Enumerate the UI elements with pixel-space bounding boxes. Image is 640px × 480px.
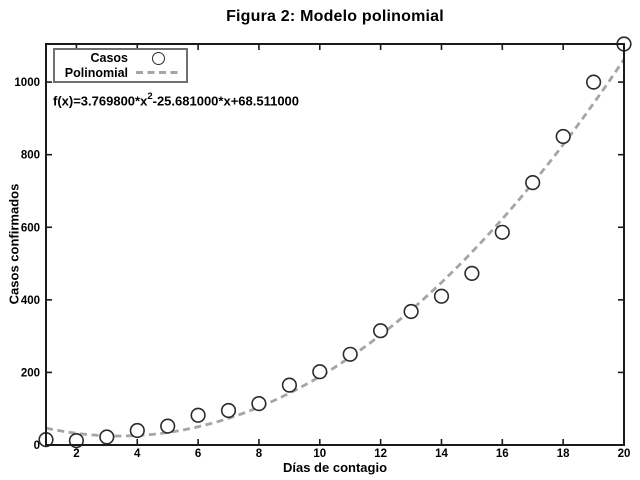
- legend: Casos Polinomial: [53, 48, 188, 83]
- data-point: [160, 418, 176, 434]
- y-tick-label: 600: [21, 222, 40, 234]
- data-point: [525, 175, 541, 191]
- x-tick-label: 10: [313, 448, 326, 460]
- data-point: [464, 265, 480, 282]
- fit-equation-exponent: 2: [147, 91, 153, 102]
- data-point: [190, 407, 206, 423]
- data-point: [433, 288, 450, 304]
- data-point: [555, 128, 571, 145]
- y-tick-label: 800: [21, 150, 40, 162]
- dashed-line-glyph: [136, 71, 180, 75]
- x-tick-label: 6: [195, 448, 201, 460]
- x-tick-label: 12: [374, 448, 387, 460]
- fit-equation-prefix: f(x)=3.769800*x: [53, 93, 148, 109]
- x-tick-label: 16: [496, 448, 509, 460]
- x-axis-label: Días de contagio: [282, 460, 388, 475]
- y-tick-label: 0: [34, 440, 40, 452]
- x-tick-label: 8: [256, 448, 263, 460]
- data-point: [220, 402, 237, 419]
- x-tick-label: 4: [134, 448, 141, 460]
- x-tick-label: 14: [435, 448, 448, 460]
- data-point: [403, 303, 419, 320]
- data-point: [342, 346, 358, 362]
- data-point: [373, 323, 389, 339]
- legend-item-polinomial: Polinomial: [58, 66, 183, 81]
- data-point: [99, 429, 115, 445]
- y-tick-label: 1000: [14, 77, 40, 89]
- data-point: [585, 74, 602, 90]
- data-point: [312, 364, 328, 380]
- y-tick-label: 400: [21, 295, 40, 307]
- data-point: [129, 422, 145, 439]
- data-point: [494, 224, 510, 240]
- y-axis-label: Casos confirmados: [6, 183, 22, 305]
- x-tick-label: 20: [618, 448, 631, 460]
- legend-label-casos: Casos: [90, 51, 128, 66]
- fit-equation: f(x)=3.769800*x2-25.681000*x+68.511000: [53, 91, 300, 109]
- data-point: [281, 377, 298, 393]
- y-tick-label: 200: [21, 367, 40, 379]
- x-tick-label: 18: [557, 448, 570, 460]
- data-point: [251, 396, 267, 412]
- circle-marker-glyph: [151, 51, 165, 65]
- legend-label-polinomial: Polinomial: [64, 65, 128, 80]
- chart-title: Figura 2: Modelo polinomial: [226, 8, 444, 25]
- dashed-line-icon: [133, 71, 183, 75]
- plot-frame: [45, 43, 625, 446]
- fit-curve: [45, 58, 626, 438]
- fit-equation-suffix: -25.681000*x+68.511000: [152, 93, 300, 109]
- circle-marker-icon: [133, 51, 183, 65]
- legend-item-casos: Casos: [58, 51, 183, 66]
- x-tick-label: 2: [73, 448, 79, 460]
